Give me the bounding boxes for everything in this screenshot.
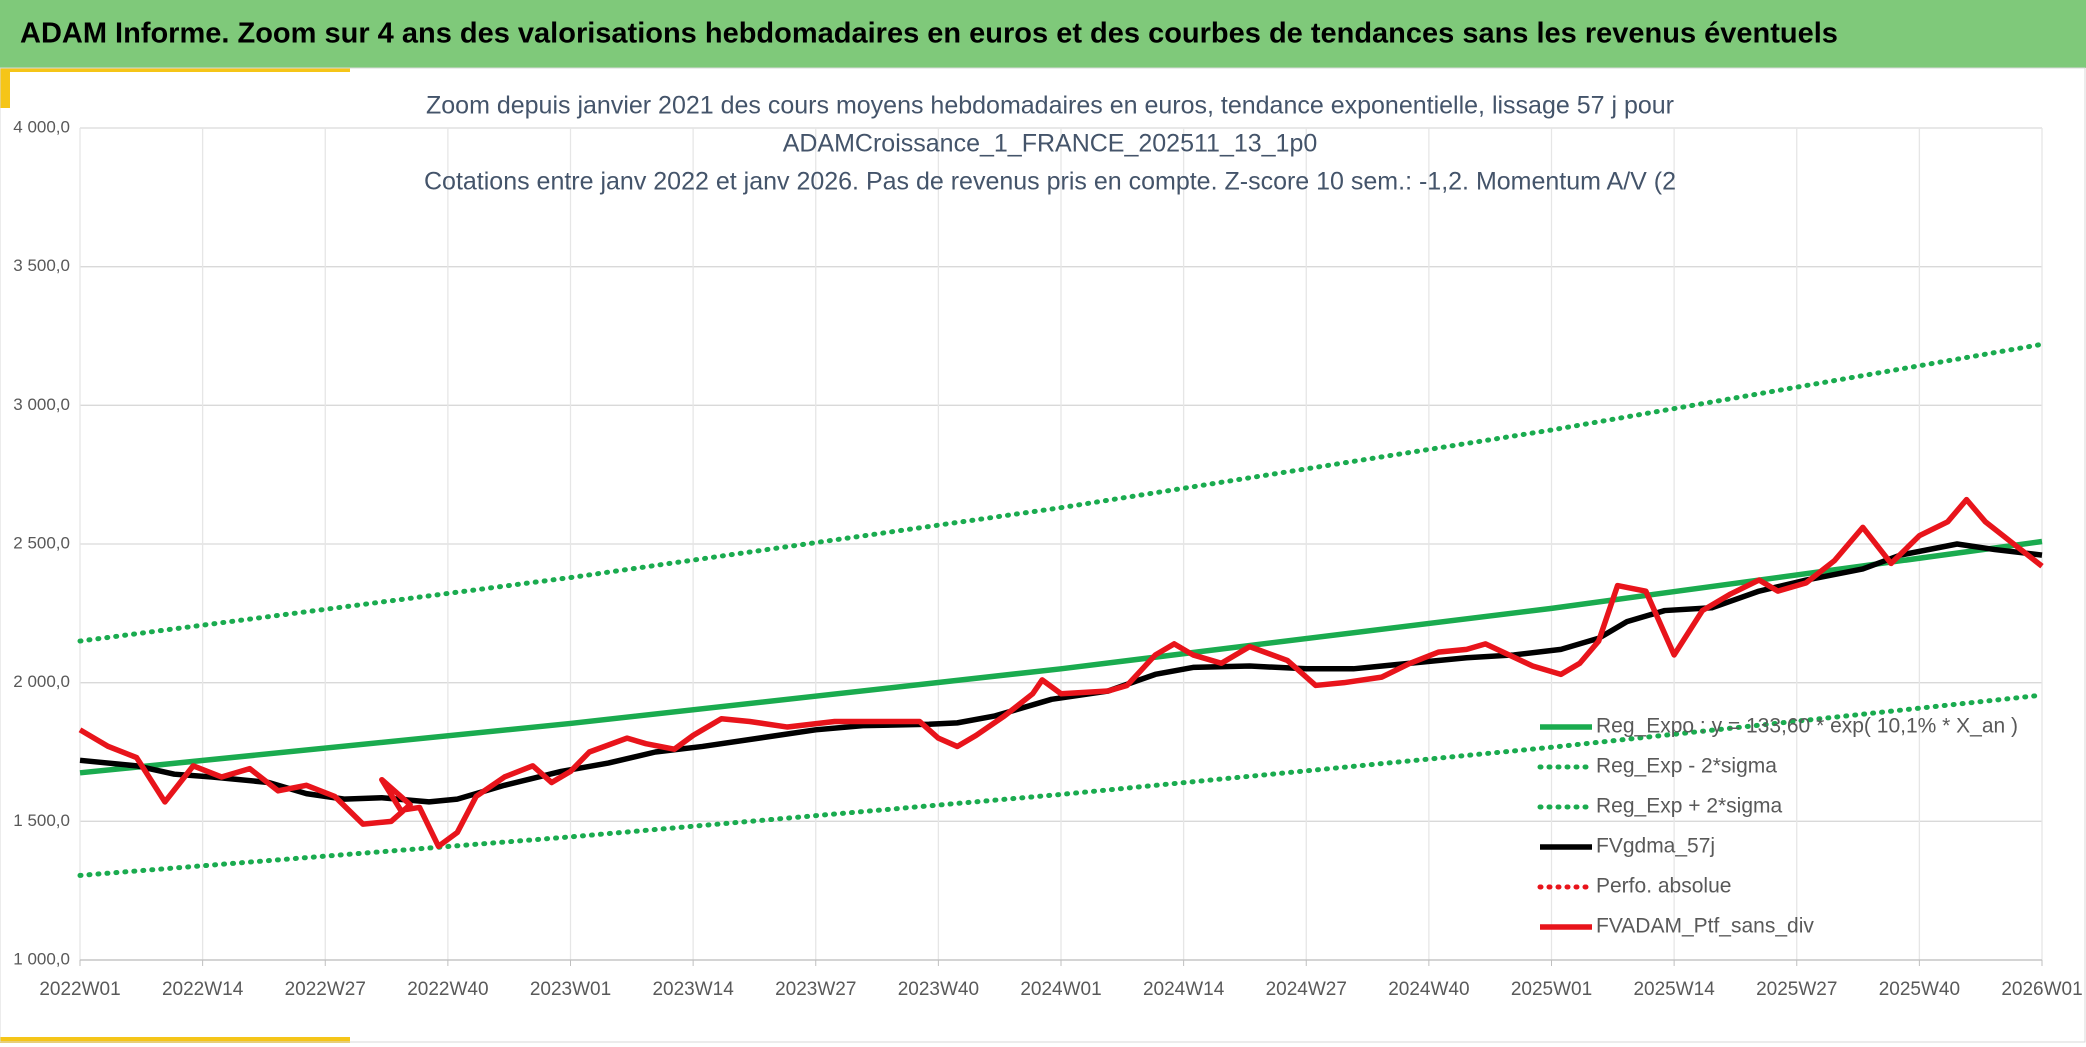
- x-tick-label: 2024W40: [1388, 979, 1469, 1000]
- y-tick-label: 4 000,0: [13, 117, 70, 136]
- x-tick-label: 2022W14: [162, 979, 244, 1000]
- x-tick-label: 2023W40: [898, 979, 979, 1000]
- x-tick-label: 2025W14: [1633, 979, 1715, 1000]
- x-tick-label: 2025W01: [1511, 979, 1592, 1000]
- y-tick-label: 2 500,0: [13, 533, 70, 552]
- header-title: ADAM Informe. Zoom sur 4 ans des valoris…: [20, 18, 1838, 50]
- chart-border: [0, 67, 2086, 1043]
- accent: [0, 68, 350, 72]
- legend-label: Perfo. absolue: [1596, 875, 1731, 898]
- series-line: [77, 692, 2045, 878]
- x-tick-label: 2023W14: [652, 979, 734, 1000]
- legend-label: FVADAM_Ptf_sans_div: [1596, 915, 1814, 938]
- x-tick-label: 2025W40: [1879, 979, 1960, 1000]
- x-tick-label: 2026W01: [2001, 979, 2082, 1000]
- y-tick-label: 2 000,0: [13, 672, 70, 691]
- legend-label: Reg_Exp + 2*sigma: [1596, 795, 1783, 818]
- x-tick-label: 2024W14: [1143, 979, 1225, 1000]
- accent: [0, 68, 10, 108]
- series-line: [78, 496, 2044, 850]
- x-tick-label: 2023W27: [775, 979, 856, 1000]
- x-tick-label: 2022W40: [407, 979, 488, 1000]
- chart-title: Cotations entre janv 2022 et janv 2026. …: [424, 168, 1676, 196]
- legend-label: Reg_Exp - 2*sigma: [1596, 755, 1777, 778]
- x-tick-label: 2022W27: [285, 979, 366, 1000]
- y-tick-label: 3 500,0: [13, 256, 70, 275]
- chart-title: Zoom depuis janvier 2021 des cours moyen…: [426, 92, 1674, 120]
- chart-title: ADAMCroissance_1_FRANCE_202511_13_1p0: [783, 130, 1318, 158]
- y-tick-label: 3 000,0: [13, 395, 70, 414]
- x-tick-label: 2022W01: [39, 979, 120, 1000]
- x-tick-label: 2023W01: [530, 979, 611, 1000]
- y-tick-label: 1 500,0: [13, 811, 70, 830]
- x-tick-label: 2024W27: [1266, 979, 1347, 1000]
- header-bar: [0, 0, 2086, 68]
- accent: [0, 1037, 350, 1043]
- series-line: [79, 538, 2043, 776]
- x-tick-label: 2024W01: [1020, 979, 1101, 1000]
- x-tick-label: 2025W27: [1756, 979, 1837, 1000]
- legend-label: Reg_Expo : y = 133,60 * exp( 10,1% * X_a…: [1596, 715, 2018, 738]
- y-tick-label: 1 000,0: [13, 949, 70, 968]
- legend-label: FVgdma_57j: [1596, 835, 1715, 858]
- series-line: [77, 341, 2045, 644]
